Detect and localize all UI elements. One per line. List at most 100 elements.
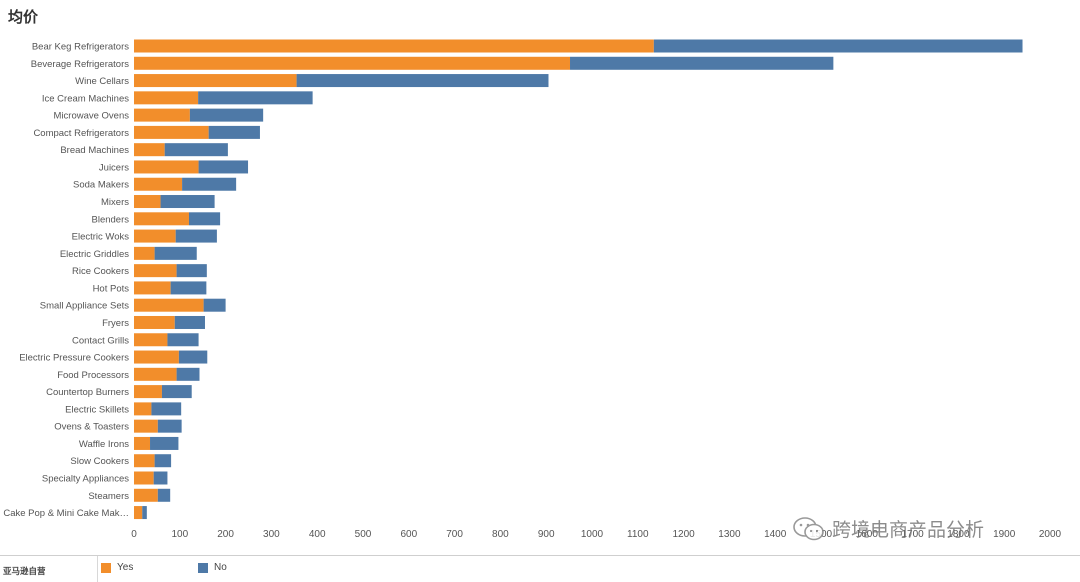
bars-area	[134, 39, 1023, 520]
bar-segment-no[interactable]	[170, 281, 207, 295]
bar-segment-no[interactable]	[175, 229, 217, 243]
category-label: Blenders	[92, 214, 130, 225]
bar-segment-yes[interactable]	[134, 436, 151, 450]
legend-item-yes[interactable]: Yes	[101, 562, 133, 573]
bar-segment-no[interactable]	[153, 471, 168, 485]
bar-segment-yes[interactable]	[134, 367, 177, 381]
x-tick-label: 1000	[581, 529, 604, 540]
bar-segment-yes[interactable]	[134, 91, 199, 105]
category-label: Steamers	[88, 491, 129, 502]
bar-segment-yes[interactable]	[134, 350, 179, 364]
bar-chart: Bear Keg Refrigerators Beverage Refrigera…	[3, 39, 1062, 540]
category-label: Bread Machines	[60, 145, 129, 156]
bar-segment-yes[interactable]	[134, 125, 209, 139]
bar-segment-no[interactable]	[570, 56, 834, 70]
bar-segment-yes[interactable]	[134, 298, 204, 312]
bar-segment-no[interactable]	[203, 298, 226, 312]
bar-segment-no[interactable]	[176, 264, 207, 278]
bar-segment-no[interactable]	[189, 108, 264, 122]
bar-segment-no[interactable]	[151, 402, 182, 416]
x-tick-label: 1100	[627, 529, 649, 540]
bar-segment-no[interactable]	[164, 143, 228, 157]
bar-segment-yes[interactable]	[134, 39, 654, 53]
bar-segment-yes[interactable]	[134, 333, 168, 347]
bar-segment-yes[interactable]	[134, 402, 152, 416]
bar-segment-yes[interactable]	[134, 315, 175, 329]
x-tick-label: 600	[400, 529, 417, 540]
bar-segment-yes[interactable]	[134, 229, 176, 243]
bar-segment-no[interactable]	[188, 212, 221, 226]
legend-label-no: No	[214, 562, 227, 573]
legend-swatch-no	[198, 562, 208, 573]
bar-segment-no[interactable]	[208, 125, 260, 139]
bar-segment-no[interactable]	[157, 419, 182, 433]
category-label: Specialty Appliances	[42, 474, 129, 485]
bar-segment-no[interactable]	[653, 39, 1023, 53]
category-label: Rice Cookers	[72, 266, 129, 277]
bar-segment-yes[interactable]	[134, 385, 162, 399]
bar-segment-no[interactable]	[174, 315, 205, 329]
bar-segment-no[interactable]	[142, 506, 147, 520]
bar-segment-no[interactable]	[178, 350, 208, 364]
bar-segment-no[interactable]	[160, 195, 215, 209]
bar-segment-yes[interactable]	[134, 264, 177, 278]
category-label: Juicers	[99, 162, 129, 173]
bar-segment-no[interactable]	[154, 454, 172, 468]
x-axis-ticks: 0 100 200 300 400 500 600 700 800 900 1000 1100 1200…	[131, 529, 1061, 540]
bar-segment-no[interactable]	[198, 160, 249, 174]
category-label: Ice Cream Machines	[42, 93, 129, 104]
legend-swatch-yes	[101, 562, 111, 573]
category-labels: Bear Keg Refrigerators Beverage Refrigera…	[3, 42, 129, 520]
x-tick-label: 500	[355, 529, 372, 540]
x-tick-label: 1600	[856, 529, 879, 540]
bar-segment-no[interactable]	[161, 385, 192, 399]
bar-segment-yes[interactable]	[134, 160, 199, 174]
x-tick-label: 300	[263, 529, 280, 540]
category-label: Microwave Ovens	[54, 111, 130, 122]
watermark-text: 跨境电商产品分析	[832, 519, 985, 541]
x-tick-label: 1900	[993, 529, 1016, 540]
bar-segment-yes[interactable]	[134, 143, 165, 157]
category-label: Ovens & Toasters	[54, 422, 129, 433]
legend: 亚马逊自营 Yes No	[0, 555, 1080, 582]
bar-segment-yes[interactable]	[134, 74, 297, 88]
bar-segment-no[interactable]	[167, 333, 199, 347]
category-label: Wine Cellars	[75, 76, 129, 87]
x-tick-label: 700	[446, 529, 463, 540]
x-tick-label: 2000	[1039, 529, 1062, 540]
watermark: 跨境电商产品分析	[792, 515, 984, 542]
bar-segment-no[interactable]	[176, 367, 200, 381]
bar-segment-no[interactable]	[154, 246, 197, 260]
bar-segment-yes[interactable]	[134, 506, 143, 520]
bar-segment-no[interactable]	[296, 74, 549, 88]
x-tick-label: 1700	[901, 529, 924, 540]
x-tick-label: 900	[538, 529, 555, 540]
bar-segment-yes[interactable]	[134, 56, 571, 70]
category-label: Mixers	[101, 197, 129, 208]
category-label: Slow Cookers	[70, 456, 129, 467]
bar-segment-yes[interactable]	[134, 419, 158, 433]
category-label: Cake Pop & Mini Cake Mak…	[3, 508, 129, 519]
bar-segment-no[interactable]	[198, 91, 313, 105]
bar-segment-no[interactable]	[182, 177, 237, 191]
bar-segment-yes[interactable]	[134, 454, 155, 468]
x-tick-label: 1400	[764, 529, 787, 540]
bar-segment-yes[interactable]	[134, 281, 171, 295]
category-label: Electric Pressure Cookers	[19, 353, 129, 364]
bar-segment-yes[interactable]	[134, 108, 190, 122]
bar-segment-yes[interactable]	[134, 212, 189, 226]
bar-segment-no[interactable]	[150, 436, 179, 450]
legend-item-no[interactable]: No	[198, 562, 227, 573]
x-tick-label: 1200	[672, 529, 695, 540]
category-label: Countertop Burners	[46, 387, 129, 398]
wechat-icon	[793, 516, 824, 540]
category-label: Hot Pots	[93, 283, 130, 294]
bar-segment-yes[interactable]	[134, 471, 154, 485]
category-label: Compact Refrigerators	[33, 128, 129, 139]
bar-segment-yes[interactable]	[134, 488, 158, 502]
category-label: Fryers	[102, 318, 129, 329]
bar-segment-yes[interactable]	[134, 177, 183, 191]
bar-segment-no[interactable]	[157, 488, 171, 502]
bar-segment-yes[interactable]	[134, 195, 161, 209]
bar-segment-yes[interactable]	[134, 246, 155, 260]
